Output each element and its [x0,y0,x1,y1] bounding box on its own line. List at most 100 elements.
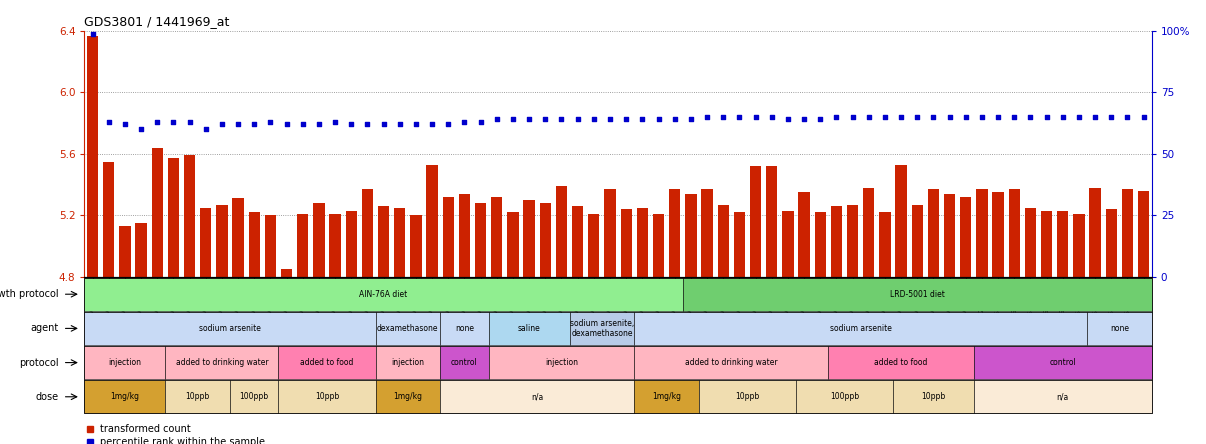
Bar [879,212,890,277]
Bar [84,346,165,379]
Text: AIN-76A diet: AIN-76A diet [359,290,408,299]
Point [197,126,216,133]
Text: injection: injection [109,358,141,367]
Point [1005,114,1024,121]
Text: added to food: added to food [874,358,927,367]
Text: dose: dose [36,392,59,402]
Bar [539,203,551,277]
Point [341,121,361,128]
Bar [556,186,567,277]
Point [810,116,830,123]
Bar [233,198,244,277]
Bar [669,189,680,277]
Bar [1087,312,1152,345]
Text: injection: injection [545,358,578,367]
Bar [488,312,569,345]
Text: 10ppb: 10ppb [315,392,339,401]
Point [439,121,458,128]
Point [568,116,587,123]
Text: saline: saline [517,324,540,333]
Point [649,116,668,123]
Bar [440,346,488,379]
Bar [750,166,761,277]
Bar [993,192,1003,277]
Point [665,116,684,123]
Point [891,114,911,121]
Bar [829,346,973,379]
Point [552,116,572,123]
Bar [216,205,228,277]
Bar [443,197,453,277]
Bar [798,192,809,277]
Bar [200,208,211,277]
Bar [458,194,470,277]
Bar [508,212,519,277]
Bar [84,312,375,345]
Bar [279,380,375,413]
Point [1037,114,1056,121]
Bar [1058,210,1069,277]
Bar [652,214,665,277]
Bar [927,189,939,277]
Bar [604,189,615,277]
Bar [569,312,634,345]
Bar [1041,210,1053,277]
Point [131,126,151,133]
Point [326,119,345,126]
Point [520,116,539,123]
Bar [634,380,699,413]
Bar [977,189,988,277]
Text: 100ppb: 100ppb [240,392,269,401]
Bar [440,312,488,345]
Bar [84,278,1152,413]
Bar [895,165,907,277]
Point [228,121,247,128]
Bar [475,203,486,277]
Bar [375,312,440,345]
Text: added to drinking water: added to drinking water [176,358,268,367]
Bar [572,206,584,277]
Bar [375,380,440,413]
Text: 100ppb: 100ppb [830,392,859,401]
Point [730,114,749,121]
Bar [297,214,309,277]
Text: LRD-5001 diet: LRD-5001 diet [890,290,944,299]
Point [1101,114,1120,121]
Point [212,121,232,128]
Point [633,116,652,123]
Bar [265,215,276,277]
Text: 10ppb: 10ppb [736,392,760,401]
Point [535,116,555,123]
Bar [103,162,115,277]
Bar [491,197,503,277]
Text: sodium arsenite: sodium arsenite [830,324,891,333]
Text: control: control [1049,358,1076,367]
Point [1070,114,1089,121]
Point [989,114,1008,121]
Point [956,114,976,121]
Point [455,119,474,126]
Point [83,30,103,37]
Bar [702,189,713,277]
Bar [863,188,874,277]
Point [309,121,328,128]
Bar [523,200,534,277]
Bar [1106,209,1117,277]
Bar [814,212,826,277]
Point [1053,114,1072,121]
Bar [314,203,324,277]
Bar [796,380,892,413]
Bar [685,194,697,277]
Point [293,121,312,128]
Text: 1mg/kg: 1mg/kg [393,392,422,401]
Point [503,116,522,123]
Bar [637,208,648,277]
Point [697,114,716,121]
Bar [912,205,923,277]
Bar [847,205,859,277]
Point [778,116,797,123]
Point [1085,114,1105,121]
Point [260,119,280,126]
Text: 1mg/kg: 1mg/kg [110,392,140,401]
Bar [84,380,165,413]
